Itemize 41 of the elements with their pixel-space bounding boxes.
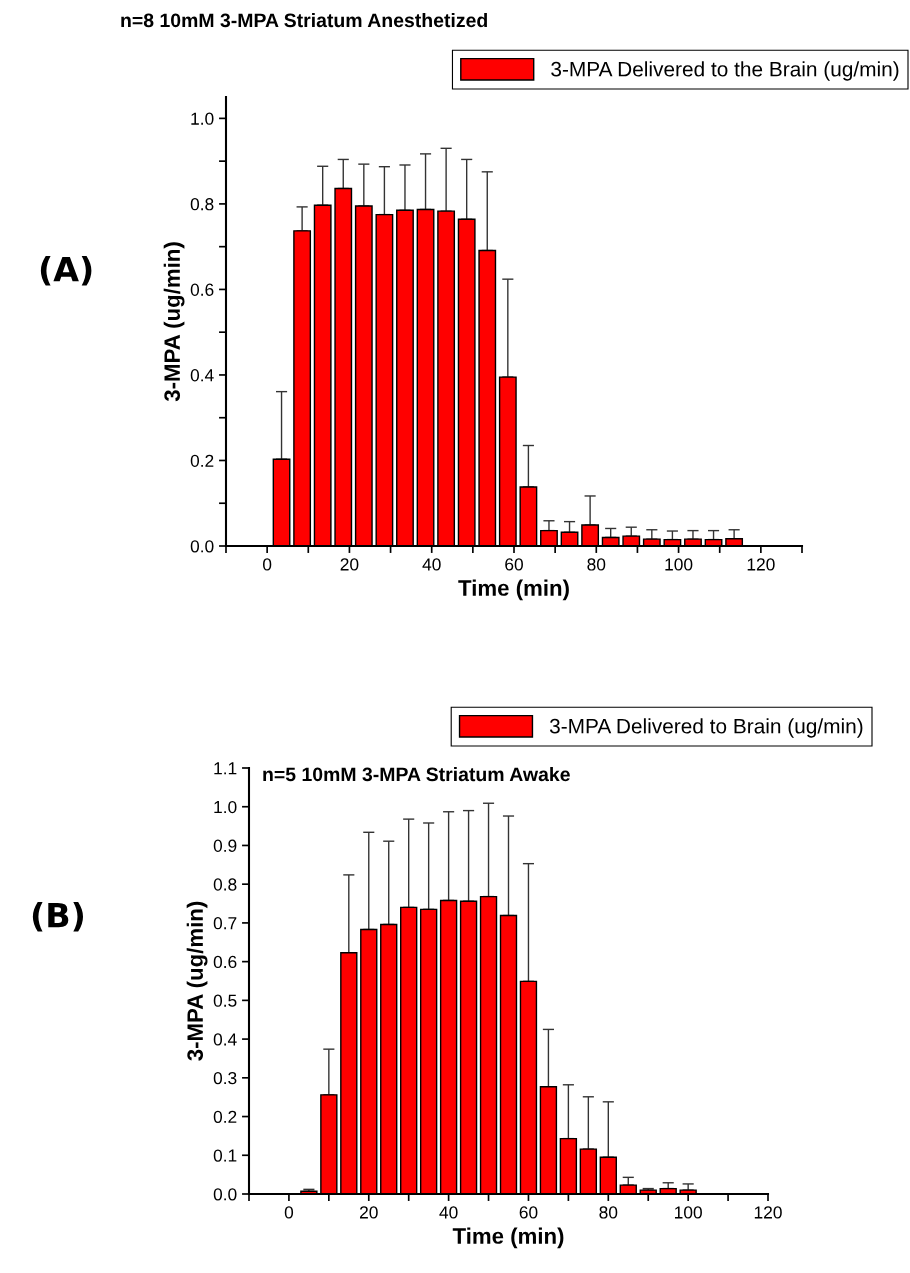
x-tick-label: 100 bbox=[665, 558, 693, 571]
chart-title: n=5 10mM 3-MPA Striatum Awake bbox=[263, 766, 570, 782]
y-tick-label: 1.1 bbox=[214, 762, 237, 775]
x-tick-label: 0 bbox=[262, 558, 272, 571]
y-tick-label: 0.2 bbox=[190, 454, 214, 467]
x-tick-label: 120 bbox=[747, 558, 775, 571]
x-tick-label: 80 bbox=[587, 558, 606, 571]
x-tick-label: 20 bbox=[359, 1206, 378, 1219]
chart-title: n=8 10mM 3-MPA Striatum Anesthetized bbox=[121, 12, 487, 28]
legend-label: 3-MPA Delivered to the Brain (ug/min) bbox=[551, 61, 899, 81]
y-tick-label: 1.0 bbox=[191, 112, 214, 125]
x-tick-label: 40 bbox=[422, 558, 441, 571]
y-tick-label: 0.8 bbox=[190, 198, 214, 211]
y-tick-label: 0.1 bbox=[213, 1149, 237, 1162]
y-tick-label: 0.4 bbox=[190, 369, 214, 382]
legend-label: 3-MPA Delivered to Brain (ug/min) bbox=[549, 718, 863, 738]
y-tick-label: 0.7 bbox=[213, 917, 237, 930]
y-tick-label: 0.9 bbox=[213, 839, 237, 852]
x-axis-title: Time (min) bbox=[452, 1227, 564, 1249]
y-tick-label: 0.8 bbox=[213, 878, 237, 891]
x-tick-label: 40 bbox=[439, 1206, 458, 1219]
x-tick-label: 60 bbox=[519, 1206, 538, 1219]
x-axis-title: Time (min) bbox=[458, 579, 569, 601]
text: (A) bbox=[40, 255, 92, 286]
x-tick-label: 0 bbox=[284, 1206, 294, 1219]
y-tick-label: 0.6 bbox=[213, 955, 237, 969]
x-tick-label: 100 bbox=[675, 1206, 702, 1219]
text: (B) bbox=[32, 901, 84, 932]
y-tick-label: 0.3 bbox=[213, 1071, 237, 1085]
x-tick-label: 80 bbox=[599, 1206, 618, 1219]
y-tick-label: 1.0 bbox=[214, 800, 237, 814]
x-tick-label: 60 bbox=[505, 558, 523, 571]
y-axis-title: 3-MPA (ug/min) bbox=[163, 242, 185, 402]
y-tick-label: 0.6 bbox=[190, 283, 214, 296]
y-tick-label: 0.0 bbox=[213, 1188, 237, 1201]
y-tick-label: 0.2 bbox=[213, 1110, 237, 1124]
x-tick-label: 120 bbox=[754, 1206, 782, 1219]
y-tick-label: 0.4 bbox=[213, 1033, 237, 1046]
y-tick-label: 0.5 bbox=[213, 994, 237, 1007]
x-tick-label: 20 bbox=[340, 558, 359, 571]
y-axis-title: 3-MPA (ug/min) bbox=[186, 901, 208, 1061]
